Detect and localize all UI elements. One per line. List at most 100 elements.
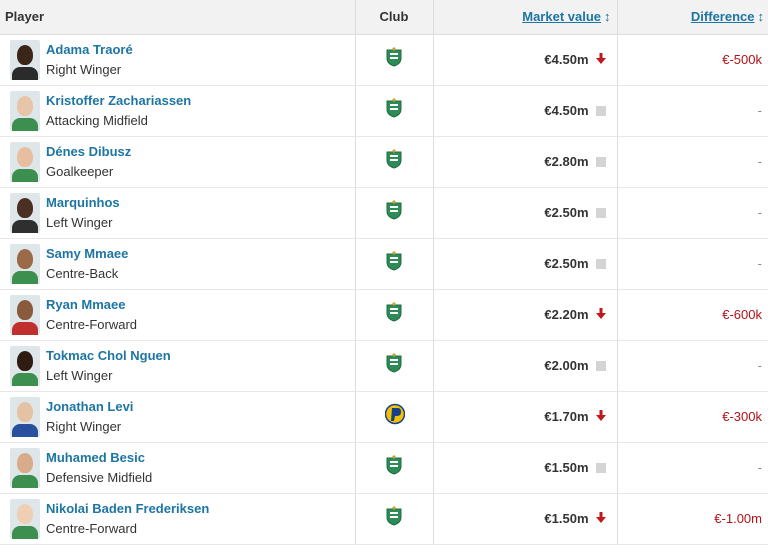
- player-name-link[interactable]: Ryan Mmaee: [46, 297, 126, 312]
- difference-value: €-600k: [617, 289, 768, 341]
- ferencvaros-crest-icon[interactable]: [385, 302, 403, 322]
- player-avatar[interactable]: [10, 294, 40, 335]
- sort-market-value-link[interactable]: Market value: [522, 9, 601, 25]
- player-avatar[interactable]: [10, 39, 40, 80]
- player-name-link[interactable]: Samy Mmaee: [46, 246, 129, 261]
- player-position: Right Winger: [46, 62, 122, 77]
- header-difference[interactable]: Difference ↕: [617, 0, 768, 35]
- player-cell: Marquinhos Left Winger: [0, 187, 356, 239]
- player-name-link[interactable]: Nikolai Baden Frederiksen: [46, 501, 210, 516]
- no-change-icon: [595, 361, 606, 371]
- ferencvaros-crest-icon[interactable]: [385, 251, 403, 271]
- player-name-link[interactable]: Dénes Dibusz: [46, 144, 132, 159]
- difference-value: -: [617, 136, 768, 188]
- market-value: €2.20m: [544, 307, 589, 322]
- puskas-akademia-crest-icon[interactable]: [384, 403, 406, 425]
- market-value-cell: €2.50m: [433, 238, 618, 290]
- player-cell: Nikolai Baden Frederiksen Centre-Forward: [0, 493, 356, 545]
- club-cell: [355, 289, 434, 341]
- table-row: Dénes Dibusz Goalkeeper €2.80m -: [0, 136, 768, 188]
- ferencvaros-crest-icon[interactable]: [385, 455, 403, 475]
- table-header-row: Player Club Market value ↕ Difference ↕: [0, 0, 768, 35]
- club-cell: [355, 391, 434, 443]
- market-value: €1.50m: [544, 511, 589, 526]
- player-cell: Ryan Mmaee Centre-Forward: [0, 289, 356, 341]
- player-cell: Adama Traoré Right Winger: [0, 34, 356, 86]
- sort-icon[interactable]: ↕: [757, 9, 765, 25]
- market-value-cell: €2.50m: [433, 187, 618, 239]
- player-avatar[interactable]: [10, 345, 40, 386]
- ferencvaros-crest-icon[interactable]: [385, 149, 403, 169]
- player-avatar[interactable]: [10, 498, 40, 539]
- player-name-link[interactable]: Jonathan Levi: [46, 399, 134, 414]
- difference-value: -: [617, 340, 768, 392]
- market-value: €4.50m: [544, 103, 589, 118]
- player-avatar[interactable]: [10, 141, 40, 182]
- difference-value: -: [617, 442, 768, 494]
- market-value: €2.50m: [544, 256, 589, 271]
- arrow-down-icon: [595, 53, 607, 67]
- player-name-link[interactable]: Tokmac Chol Nguen: [46, 348, 171, 363]
- player-position: Right Winger: [46, 419, 122, 434]
- club-cell: [355, 34, 434, 86]
- player-name-link[interactable]: Adama Traoré: [46, 42, 133, 57]
- table-row: Adama Traoré Right Winger €4.50m €-500k: [0, 34, 768, 86]
- player-position: Left Winger: [46, 215, 113, 230]
- market-value-cell: €4.50m: [433, 85, 618, 137]
- player-cell: Dénes Dibusz Goalkeeper: [0, 136, 356, 188]
- table-row: Muhamed Besic Defensive Midfield €1.50m …: [0, 442, 768, 494]
- player-cell: Jonathan Levi Right Winger: [0, 391, 356, 443]
- table-row: Samy Mmaee Centre-Back €2.50m -: [0, 238, 768, 290]
- player-position: Centre-Back: [46, 266, 119, 281]
- market-value: €1.70m: [544, 409, 589, 424]
- header-club: Club: [355, 0, 434, 35]
- player-avatar[interactable]: [10, 90, 40, 131]
- table-row: Tokmac Chol Nguen Left Winger €2.00m -: [0, 340, 768, 392]
- market-value-cell: €2.80m: [433, 136, 618, 188]
- player-position: Centre-Forward: [46, 521, 138, 536]
- ferencvaros-crest-icon[interactable]: [385, 47, 403, 67]
- player-avatar[interactable]: [10, 192, 40, 233]
- no-change-icon: [595, 157, 606, 167]
- market-value-cell: €1.50m: [433, 493, 618, 545]
- table-row: Ryan Mmaee Centre-Forward €2.20m €-600k: [0, 289, 768, 341]
- no-change-icon: [595, 208, 606, 218]
- ferencvaros-crest-icon[interactable]: [385, 98, 403, 118]
- market-value-cell: €1.70m: [433, 391, 618, 443]
- player-position: Centre-Forward: [46, 317, 138, 332]
- player-avatar[interactable]: [10, 396, 40, 437]
- player-avatar[interactable]: [10, 447, 40, 488]
- player-name-link[interactable]: Marquinhos: [46, 195, 120, 210]
- club-cell: [355, 136, 434, 188]
- ferencvaros-crest-icon[interactable]: [385, 353, 403, 373]
- arrow-down-icon: [595, 410, 607, 424]
- player-position: Left Winger: [46, 368, 113, 383]
- sort-icon[interactable]: ↕: [604, 9, 611, 25]
- club-cell: [355, 187, 434, 239]
- ferencvaros-crest-icon[interactable]: [385, 200, 403, 220]
- market-value-cell: €2.20m: [433, 289, 618, 341]
- market-value: €2.50m: [544, 205, 589, 220]
- player-avatar[interactable]: [10, 243, 40, 284]
- arrow-down-icon: [595, 512, 607, 526]
- market-value-cell: €2.00m: [433, 340, 618, 392]
- sort-difference-link[interactable]: Difference: [690, 9, 755, 25]
- player-name-link[interactable]: Muhamed Besic: [46, 450, 145, 465]
- market-value: €1.50m: [544, 460, 589, 475]
- player-name-link[interactable]: Kristoffer Zachariassen: [46, 93, 192, 108]
- player-position: Goalkeeper: [46, 164, 114, 179]
- difference-value: €-300k: [617, 391, 768, 443]
- header-player: Player: [0, 0, 356, 35]
- ferencvaros-crest-icon[interactable]: [385, 506, 403, 526]
- header-market-value[interactable]: Market value ↕: [433, 0, 618, 35]
- no-change-icon: [595, 259, 606, 269]
- arrow-down-icon: [595, 308, 607, 322]
- player-cell: Kristoffer Zachariassen Attacking Midfie…: [0, 85, 356, 137]
- difference-value: €-500k: [617, 34, 768, 86]
- difference-value: €-1.00m: [617, 493, 768, 545]
- market-value-cell: €1.50m: [433, 442, 618, 494]
- club-cell: [355, 340, 434, 392]
- player-cell: Tokmac Chol Nguen Left Winger: [0, 340, 356, 392]
- difference-value: -: [617, 85, 768, 137]
